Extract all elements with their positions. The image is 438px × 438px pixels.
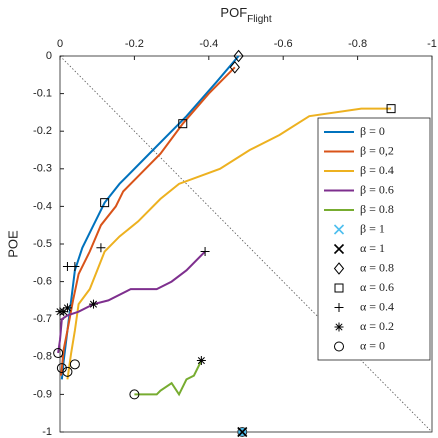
marker [70, 262, 80, 272]
diagonal [59, 55, 433, 433]
line-series [57, 250, 206, 354]
marker [237, 426, 248, 438]
legend-label: α = 1 [360, 241, 385, 255]
y-tick-label: -0.3 [33, 163, 52, 175]
marker [56, 363, 67, 374]
marker [96, 243, 106, 253]
y-tick-label: -0.2 [33, 125, 52, 137]
marker [229, 60, 240, 74]
line-series [60, 66, 236, 376]
y-tick-label: -0.6 [33, 276, 52, 288]
y-tick-label: -0.4 [33, 200, 52, 212]
legend-label: β = 1 [360, 221, 385, 235]
x-tick-label: -0.6 [274, 38, 293, 50]
x-tick-label: -0.4 [199, 38, 218, 50]
line-series [60, 55, 240, 380]
marker [69, 359, 80, 370]
legend-label: β = 0,2 [360, 143, 394, 157]
marker [333, 262, 345, 275]
marker [59, 307, 69, 317]
x-tick-label: -0.8 [348, 38, 367, 50]
x-tick-label: -0.2 [125, 38, 144, 50]
y-tick-label: -0.5 [33, 238, 52, 250]
legend-label: α = 0.6 [360, 280, 394, 294]
marker [196, 356, 206, 366]
marker [129, 389, 140, 400]
legend-label: α = 0.8 [360, 260, 394, 274]
marker [100, 198, 110, 208]
marker [334, 303, 344, 312]
legend-label: α = 0.2 [360, 319, 394, 333]
legend-label: α = 0 [360, 338, 385, 352]
marker [200, 247, 210, 257]
marker [334, 283, 344, 293]
x-tick-label: -1 [427, 38, 437, 50]
marker [333, 243, 345, 255]
legend-label: β = 0.8 [360, 202, 394, 216]
y-tick-label: -0.1 [33, 88, 52, 100]
marker [233, 49, 244, 63]
y-tick-label: -0.8 [33, 351, 52, 363]
marker [333, 224, 345, 235]
y-tick-label: -0.9 [33, 388, 52, 400]
y-tick-label: -1 [42, 426, 52, 438]
legend-label: β = 0.6 [360, 182, 394, 196]
marker [62, 366, 73, 377]
y-axis-label: POE [5, 230, 20, 258]
legend-label: α = 0.4 [360, 299, 394, 313]
marker [178, 119, 188, 129]
x-axis-label: POFFlight [220, 5, 271, 24]
line-series [134, 360, 203, 397]
marker [88, 299, 98, 309]
legend-label: β = 0.4 [360, 163, 394, 177]
y-tick-label: -0.7 [33, 313, 52, 325]
marker [53, 348, 64, 359]
marker [62, 303, 72, 313]
marker [386, 104, 396, 114]
y-tick-label: 0 [46, 50, 52, 62]
x-tick-label: 0 [57, 38, 63, 50]
legend-label: β = 0 [360, 124, 385, 138]
marker [334, 341, 344, 352]
marker [334, 322, 344, 332]
legend-box [317, 117, 431, 361]
